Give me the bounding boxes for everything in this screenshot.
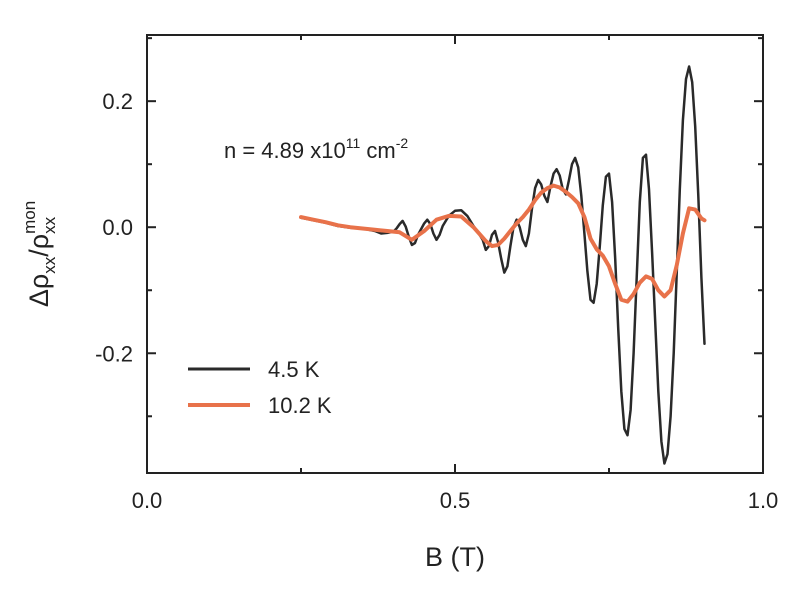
x-axis-title: B (T) xyxy=(425,542,485,572)
y-axis-title-num-sub: xx xyxy=(40,256,59,274)
y-tick-label: 0.0 xyxy=(102,215,133,240)
y-axis-title: Δρxx/ρmonxx xyxy=(20,201,59,307)
y-tick-label: -0.2 xyxy=(95,341,133,366)
x-tick-label: 0.5 xyxy=(440,488,471,513)
legend: 4.5 K 10.2 K xyxy=(188,357,332,418)
y-axis-title-den-sup: mon xyxy=(20,201,39,234)
x-tick-label: 1.0 xyxy=(748,488,779,513)
series-layer xyxy=(299,65,707,465)
series-line-10-2-k xyxy=(299,183,707,304)
annotation-exponent-2: -2 xyxy=(396,135,409,151)
annotation-exponent-1: 11 xyxy=(346,135,361,151)
y-axis-title-den-sub: xx xyxy=(40,216,59,234)
x-tick-label: 0.0 xyxy=(132,488,163,513)
legend-label-4-5k: 4.5 K xyxy=(268,357,320,382)
legend-label-10-2k: 10.2 K xyxy=(268,393,332,418)
density-annotation: n = 4.89 x1011 cm-2 xyxy=(224,135,408,163)
annotation-base: n = 4.89 x10 xyxy=(224,138,346,163)
tick-layer: 0.0 0.5 1.0 -0.2 0.0 0.2 xyxy=(95,35,778,513)
y-tick-label: 0.2 xyxy=(102,89,133,114)
y-axis-title-prefix: Δρ xyxy=(24,274,54,307)
y-axis-title-slash: /ρ xyxy=(24,234,54,257)
annotation-unit: cm xyxy=(360,138,395,163)
series-line-4-5-k xyxy=(299,65,706,465)
